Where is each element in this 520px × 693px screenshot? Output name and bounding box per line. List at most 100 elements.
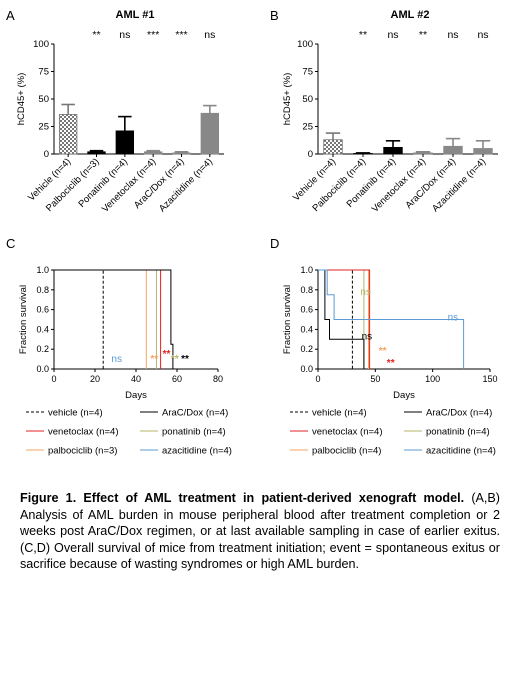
panel-letter-c: C — [6, 236, 15, 251]
chart-c-annotation: ns — [111, 354, 122, 365]
chart-b-bar — [413, 152, 433, 155]
chart-a-y-tick-label: 75 — [38, 67, 49, 78]
chart-b-bar — [323, 139, 343, 155]
chart-c-annotation: ** — [171, 354, 179, 365]
chart-c-y-tick-label: 1.0 — [36, 265, 49, 275]
chart-c-y-tick-label: 0.0 — [36, 364, 49, 374]
chart-a-significance: *** — [147, 29, 159, 41]
chart-c-y-tick-label: 0.8 — [36, 285, 49, 295]
chart-c-legend-label: vehicle (n=4) — [48, 408, 103, 419]
chart-c-annotation: ** — [150, 354, 158, 365]
chart-b-title: AML #2 — [391, 9, 430, 21]
chart-b-category-label: Venetoclax (n=4) — [370, 156, 428, 214]
chart-b-y-tick-label: 0 — [308, 149, 313, 160]
chart-d-legend-label: ponatinib (n=4) — [426, 427, 490, 438]
chart-b-y-tick-label: 75 — [302, 67, 313, 78]
chart-d-x-tick-label: 100 — [425, 374, 440, 384]
chart-d-y-tick-label: 0.6 — [300, 305, 313, 315]
chart-d-annotation: ns — [448, 313, 459, 324]
chart-b-significance: ** — [359, 29, 367, 41]
chart-b-y-tick-label: 100 — [297, 39, 313, 50]
chart-d-y-label: Fraction survival — [282, 285, 293, 354]
chart-b-significance: ns — [447, 29, 458, 41]
chart-c-x-tick-label: 40 — [131, 374, 141, 384]
chart-d-annotation: ** — [379, 346, 387, 357]
chart-a-bar — [87, 151, 106, 155]
chart-a-bar — [200, 112, 220, 155]
chart-d-series-line — [318, 269, 465, 369]
chart-b-bar — [473, 148, 493, 155]
chart-d-y-tick-label: 0.0 — [300, 364, 313, 374]
chart-c-legend-label: ponatinib (n=4) — [162, 427, 226, 438]
chart-c-series-line — [54, 269, 157, 369]
chart-d-y-tick-label: 0.2 — [300, 344, 313, 354]
chart-d-annotation: ** — [387, 358, 395, 369]
panel-letter-a: A — [6, 8, 15, 23]
chart-a-bar — [115, 130, 135, 155]
panel-letter-b: B — [270, 8, 279, 23]
chart-b-significance: ns — [387, 29, 398, 41]
chart-b-significance: ns — [477, 29, 488, 41]
chart-c-series-line — [54, 269, 147, 369]
chart-a-significance: ns — [204, 29, 215, 41]
chart-c-legend-label: AraC/Dox (n=4) — [162, 408, 228, 419]
chart-b-bar — [383, 146, 403, 155]
chart-c-x-tick-label: 0 — [51, 374, 56, 384]
chart-c-y-tick-label: 0.4 — [36, 324, 49, 334]
chart-a-y-tick-label: 0 — [44, 149, 49, 160]
panel-letter-d: D — [270, 236, 279, 251]
chart-b-bar — [443, 145, 463, 155]
chart-c-legend-label: azacitidine (n=4) — [162, 446, 232, 457]
chart-d-y-tick-label: 0.4 — [300, 324, 313, 334]
chart-d-x-tick-label: 150 — [482, 374, 497, 384]
chart-d-y-tick-label: 1.0 — [300, 265, 313, 275]
chart-b-category-label: Palbociclib (n=4) — [310, 156, 368, 214]
chart-d-y-tick-label: 0.8 — [300, 285, 313, 295]
chart-a-bar — [172, 152, 191, 155]
chart-c-x-tick-label: 80 — [213, 374, 223, 384]
chart-d-annotation: ns — [360, 287, 371, 298]
chart-b-y-tick-label: 50 — [302, 94, 313, 105]
chart-d-legend-label: venetoclax (n=4) — [312, 427, 383, 438]
chart-d-x-tick-label: 0 — [315, 374, 320, 384]
chart-d-legend-label: azacitidine (n=4) — [426, 446, 496, 457]
chart-a-y-label: hCD45+ (%) — [16, 73, 27, 126]
chart-a-significance: ** — [92, 29, 100, 41]
chart-a-category-label: Azacitidine (n=4) — [157, 156, 215, 214]
chart-b-y-label: hCD45+ (%) — [282, 73, 293, 126]
caption-title: Figure 1. Effect of AML treatment in pat… — [20, 491, 465, 505]
chart-d-legend-label: palbociclib (n=4) — [312, 446, 381, 457]
chart-c-annotation: ** — [181, 354, 189, 365]
chart-c-series-line — [54, 269, 174, 369]
chart-a-significance: ns — [119, 29, 130, 41]
chart-c-x-tick-label: 60 — [172, 374, 182, 384]
chart-c-y-label: Fraction survival — [18, 285, 29, 354]
chart-c-series-line — [54, 269, 104, 369]
chart-d-x-tick-label: 50 — [370, 374, 380, 384]
chart-c-y-tick-label: 0.2 — [36, 344, 49, 354]
chart-a-title: AML #1 — [116, 9, 155, 21]
chart-c-x-label: Days — [125, 390, 147, 401]
chart-c-series-line — [54, 269, 162, 369]
chart-b-category-label: Azacitidine (n=4) — [430, 156, 488, 214]
chart-a-significance: *** — [175, 29, 187, 41]
chart-d-x-label: Days — [393, 390, 415, 401]
chart-a-category-label: AraC/Dox (n=4) — [132, 156, 187, 211]
chart-a-y-tick-label: 50 — [38, 94, 49, 105]
caption-text: (A,B) Analysis of AML burden in mouse pe… — [20, 491, 501, 572]
chart-a-y-tick-label: 100 — [33, 39, 49, 50]
chart-a-y-tick-label: 25 — [38, 122, 49, 133]
chart-a-bar — [143, 151, 163, 155]
chart-d-series-line — [318, 269, 371, 369]
chart-b-significance: ** — [419, 29, 427, 41]
chart-d-annotation: ns — [362, 331, 373, 342]
chart-c-legend-label: palbociclib (n=3) — [48, 446, 117, 457]
figure-caption: Figure 1. Effect of AML treatment in pat… — [20, 490, 500, 573]
chart-c-annotation: ** — [163, 349, 171, 360]
chart-b-y-tick-label: 25 — [302, 122, 313, 133]
chart-c-legend-label: venetoclax (n=4) — [48, 427, 119, 438]
chart-a-bar — [58, 114, 78, 155]
chart-c-x-tick-label: 20 — [90, 374, 100, 384]
chart-c-y-tick-label: 0.6 — [36, 305, 49, 315]
